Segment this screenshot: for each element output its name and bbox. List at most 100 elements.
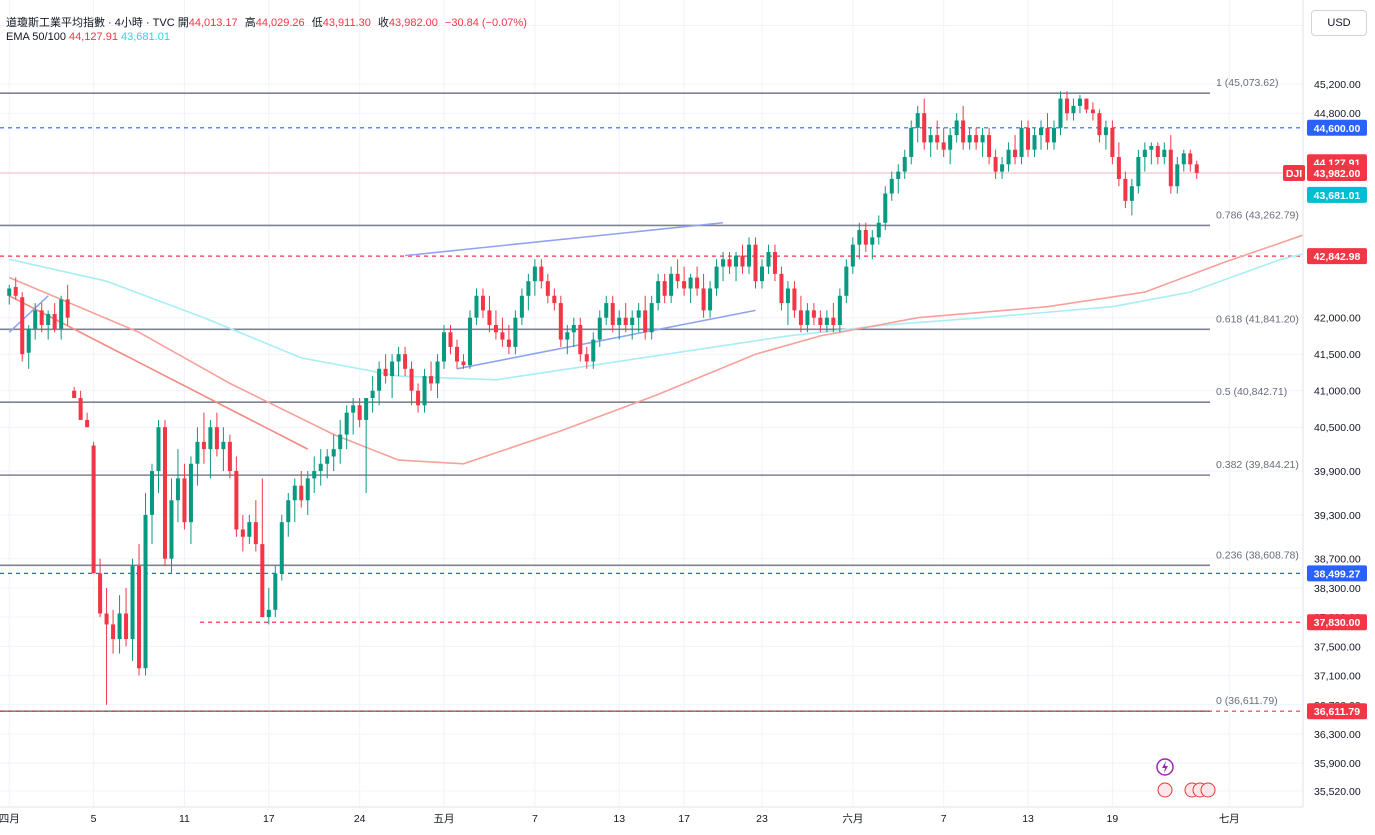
candle-body <box>46 314 51 325</box>
candle-body <box>526 281 531 296</box>
trendline[interactable] <box>8 295 49 333</box>
candle-body <box>974 135 979 143</box>
candle-body <box>201 441 206 450</box>
price-tick-label: 39,300.00 <box>1314 510 1361 522</box>
price-tick-label: 45,200.00 <box>1314 79 1361 91</box>
price-tag <box>1307 565 1367 582</box>
open-value: 44,013.17 <box>188 17 238 29</box>
time-tick-label: 11 <box>179 813 190 825</box>
time-axis[interactable]: 四月 5 11 17 24 五月 7 13 17 23 六月 7 13 19 七月 <box>0 813 1240 825</box>
candle-body <box>636 310 641 318</box>
candle-body <box>539 266 544 282</box>
candle-body <box>214 427 219 450</box>
candle-body <box>416 390 421 406</box>
candle-body <box>961 120 966 143</box>
symbol-tag-label: DJI <box>1286 168 1302 180</box>
ohlc-legend: 道瓊斯工業平均指數 · 4小時 · TVC 開44,013.17 高44,029… <box>6 14 527 30</box>
trendline[interactable] <box>404 221 724 257</box>
candle-body <box>837 295 842 325</box>
candle-body <box>188 463 193 523</box>
close-label: 收 <box>377 17 389 29</box>
price-tick-label: 35,520.00 <box>1314 786 1361 798</box>
candle-body <box>909 127 914 158</box>
candle-body <box>552 295 557 304</box>
candle-body <box>234 471 239 530</box>
event-icons[interactable] <box>1156 758 1216 798</box>
time-tick-label: 5 <box>91 813 97 825</box>
price-tick-label: 36,300.00 <box>1314 729 1361 741</box>
candle-body <box>467 317 472 366</box>
candle-body <box>390 361 395 377</box>
candle-body <box>1064 98 1069 114</box>
candle-body <box>669 273 674 296</box>
candle-body <box>928 135 933 143</box>
grid <box>0 0 1321 807</box>
symbol-title[interactable]: 道瓊斯工業平均指數 · 4小時 · TVC <box>6 17 175 29</box>
candle-body <box>532 266 537 282</box>
candle-body <box>1084 98 1089 110</box>
candle-body <box>824 317 829 325</box>
candle-body <box>1071 105 1076 114</box>
candle-body <box>78 398 83 420</box>
price-tick-label: 38,700.00 <box>1314 554 1361 566</box>
candle-body <box>208 427 213 450</box>
candle-body <box>513 317 518 347</box>
candle-body <box>124 613 129 640</box>
price-tag <box>1307 186 1367 203</box>
us-flag-icon[interactable] <box>1200 782 1216 798</box>
low-value: 43,911.30 <box>322 17 371 29</box>
candle-body <box>915 113 920 128</box>
price-tick-label: 35,900.00 <box>1314 758 1361 770</box>
candle-body <box>1019 127 1024 158</box>
fibonacci-retracement[interactable]: 1 (45,073.62) 0.786 (43,262.79) 0.618 (41,… <box>0 77 1299 712</box>
price-tick-label: 42,000.00 <box>1314 313 1361 325</box>
price-tag-label: 42,842.98 <box>1314 251 1361 263</box>
candle-body <box>435 361 440 384</box>
price-tag <box>1307 703 1367 720</box>
horizontal-levels[interactable] <box>0 127 1303 712</box>
candle-body <box>571 324 576 333</box>
price-tick-label: 37,100.00 <box>1314 671 1361 683</box>
candle-body <box>98 573 103 614</box>
candle-body <box>331 449 336 457</box>
currency-button[interactable]: USD <box>1311 10 1367 36</box>
candle-body <box>844 266 849 296</box>
time-tick-label: 19 <box>1107 813 1119 825</box>
candle-body <box>922 113 927 143</box>
price-tick-label: 39,900.00 <box>1314 466 1361 478</box>
candle-body <box>1090 109 1095 114</box>
candle-body <box>312 471 317 479</box>
candle-body <box>454 346 460 362</box>
candle-body <box>1175 164 1180 187</box>
candle-body <box>91 445 96 574</box>
time-tick-label: 五月 <box>434 813 455 825</box>
candle-body <box>162 427 167 559</box>
candle-body <box>1000 164 1005 172</box>
trendline[interactable] <box>456 309 756 370</box>
trendline[interactable] <box>8 295 309 450</box>
time-tick-label: 7 <box>941 813 947 825</box>
candle-body <box>779 273 784 304</box>
candle-body <box>1039 127 1044 136</box>
us-flag-icon[interactable] <box>1157 782 1173 798</box>
candle-body <box>811 310 816 318</box>
candle-body <box>1058 98 1063 128</box>
price-axis-bg <box>1303 0 1375 835</box>
time-tick-label: 7 <box>532 813 538 825</box>
price-axis[interactable]: 46,000.0045,200.0044,800.0042,000.0041,5… <box>1314 21 1361 798</box>
candle-body <box>364 398 369 420</box>
candle-body <box>662 281 667 296</box>
candle-body <box>65 299 70 318</box>
candle-body <box>831 317 836 325</box>
candle-body <box>727 259 732 267</box>
ema-legend[interactable]: EMA 50/100 44,127.91 43,681.01 <box>6 31 170 43</box>
fib-level-label: 0.618 (41,841.20) <box>1216 313 1299 325</box>
candle-body <box>980 135 985 143</box>
candle-body <box>941 142 946 150</box>
candle-body <box>500 332 505 340</box>
candle-body <box>876 222 881 238</box>
trendlines[interactable] <box>8 221 756 450</box>
candle-body <box>273 573 278 610</box>
candle-body <box>746 244 752 267</box>
